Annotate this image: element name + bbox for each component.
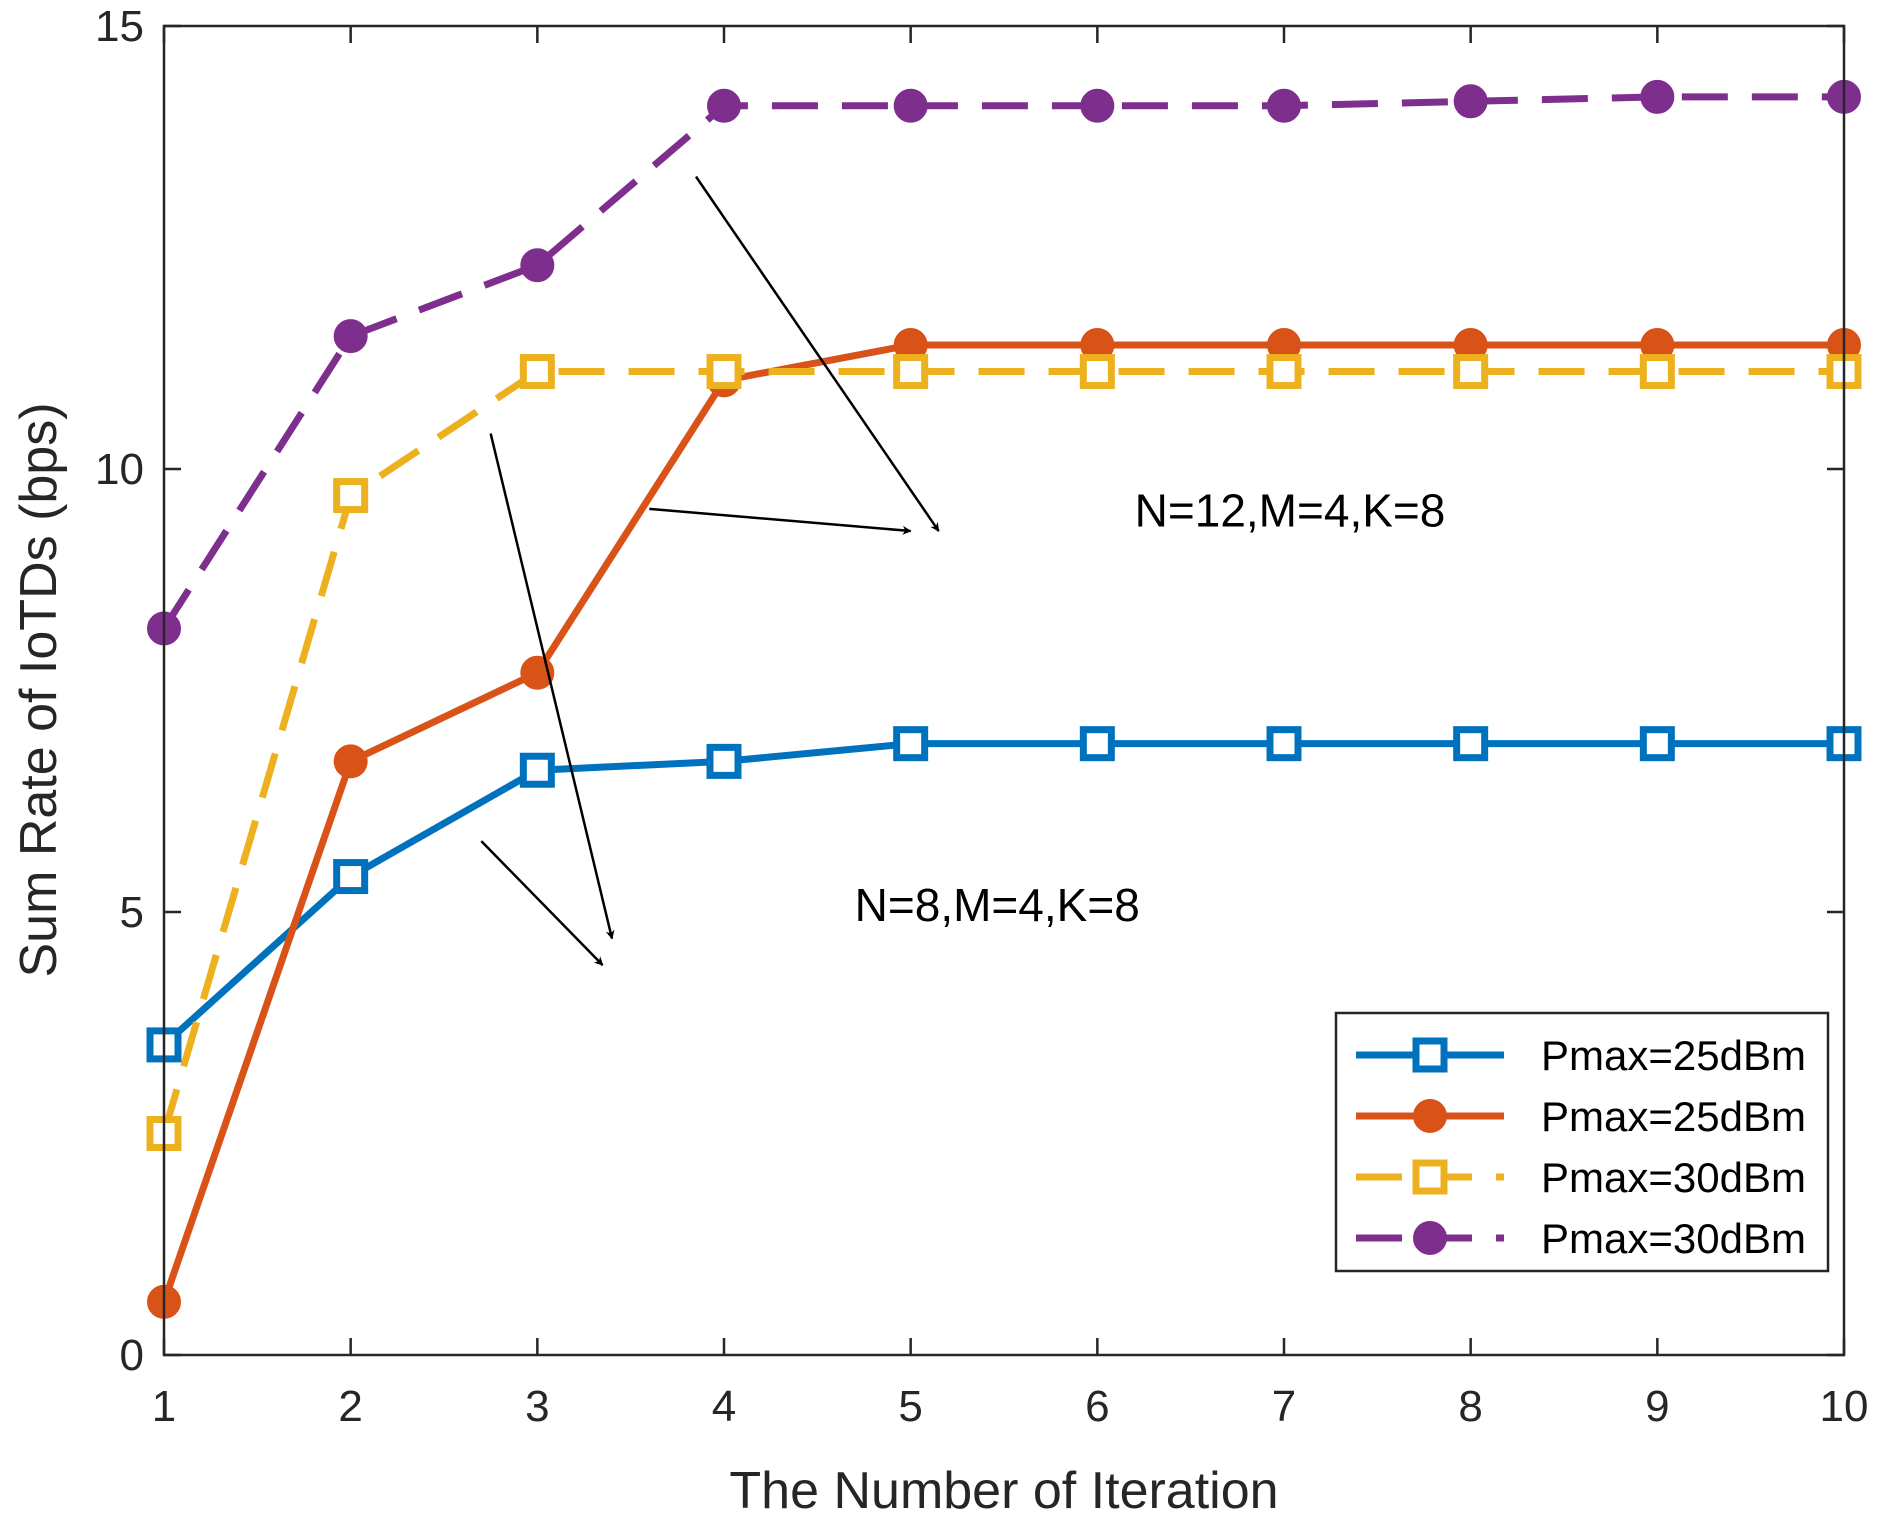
annotation-label: N=8,M=4,K=8 — [855, 879, 1140, 931]
legend-label: Pmax=30dBm — [1541, 1215, 1806, 1262]
data-point — [1079, 354, 1115, 390]
annotation-1: N=12,M=4,K=8 — [649, 175, 1446, 537]
annotation-arrow — [480, 840, 604, 967]
series-3 — [146, 354, 1862, 1151]
data-point — [1453, 354, 1489, 390]
x-tick-label: 5 — [898, 1382, 922, 1431]
annotation-label: N=12,M=4,K=8 — [1135, 485, 1446, 537]
x-tick-label: 6 — [1085, 1382, 1109, 1431]
annotation-layer: N=12,M=4,K=8 N=8,M=4,K=8 — [480, 175, 1446, 967]
series-line — [161, 93, 1844, 631]
legend-marker — [1412, 1159, 1448, 1195]
legend-label: Pmax=25dBm — [1541, 1032, 1806, 1079]
annotation-arrow — [694, 175, 940, 532]
legend: Pmax=25dBm Pmax=25dBm Pmax=30dBm Pmax=30dBm — [1334, 1011, 1830, 1273]
data-point — [1266, 354, 1302, 390]
data-point — [893, 726, 929, 762]
x-tick-label: 9 — [1645, 1382, 1669, 1431]
data-point — [707, 88, 741, 123]
data-point — [519, 354, 555, 390]
series-2 — [147, 327, 1861, 1319]
x-tick-label: 10 — [1820, 1382, 1869, 1431]
legend-entry: Pmax=25dBm — [1356, 1032, 1806, 1079]
series-4 — [147, 79, 1861, 646]
y-axis-label: Sum Rate of IoTDs (bps) — [10, 402, 68, 977]
y-tick-label: 15 — [95, 2, 144, 51]
data-point — [1079, 726, 1115, 762]
legend-marker — [1412, 1037, 1448, 1073]
annotation-2: N=8,M=4,K=8 — [480, 433, 1140, 967]
data-point — [1453, 84, 1488, 119]
data-point — [1639, 726, 1675, 762]
legend-entry: Pmax=30dBm — [1356, 1215, 1806, 1262]
legend-label: Pmax=25dBm — [1541, 1093, 1806, 1140]
data-point — [333, 744, 368, 779]
y-tick-label: 5 — [120, 888, 144, 937]
x-axis-label: The Number of Iteration — [729, 1462, 1278, 1519]
data-point — [706, 743, 742, 779]
y-tick-label: 0 — [120, 1331, 144, 1380]
data-point — [1267, 88, 1301, 123]
data-point — [1453, 726, 1489, 762]
data-point — [520, 248, 555, 283]
legend-entry: Pmax=25dBm — [1356, 1093, 1806, 1140]
data-point — [333, 478, 369, 514]
data-point — [893, 354, 929, 390]
series-line — [160, 368, 1844, 1135]
series-layer — [146, 79, 1862, 1319]
data-point — [1266, 726, 1302, 762]
annotation-arrow — [649, 507, 912, 535]
series-line — [161, 740, 1844, 1048]
data-point — [893, 88, 928, 123]
x-tick-label: 4 — [712, 1382, 736, 1431]
x-tick-label: 2 — [338, 1382, 362, 1431]
data-point — [1639, 354, 1675, 390]
series-1 — [146, 726, 1862, 1063]
legend-entry: Pmax=30dBm — [1356, 1154, 1806, 1201]
plot-frame — [162, 24, 1846, 1357]
legend-label: Pmax=30dBm — [1541, 1154, 1806, 1201]
data-point — [706, 354, 742, 390]
data-point — [333, 319, 368, 354]
x-tick-label: 8 — [1458, 1382, 1482, 1431]
data-point — [519, 752, 555, 788]
data-point — [333, 859, 369, 895]
x-tick-label: 3 — [525, 1382, 549, 1431]
annotation-arrow — [489, 433, 615, 940]
legend-marker — [1413, 1099, 1447, 1133]
data-point — [1080, 88, 1115, 123]
series-line — [160, 341, 1844, 1303]
y-tick-label: 10 — [95, 445, 144, 494]
axis-ticks: 1 2 3 4 5 6 7 8 9 10 0 5 10 15 — [95, 2, 1868, 1431]
data-point — [1640, 79, 1675, 114]
x-tick-label: 1 — [152, 1382, 176, 1431]
legend-marker — [1413, 1221, 1447, 1255]
x-tick-label: 7 — [1272, 1382, 1296, 1431]
